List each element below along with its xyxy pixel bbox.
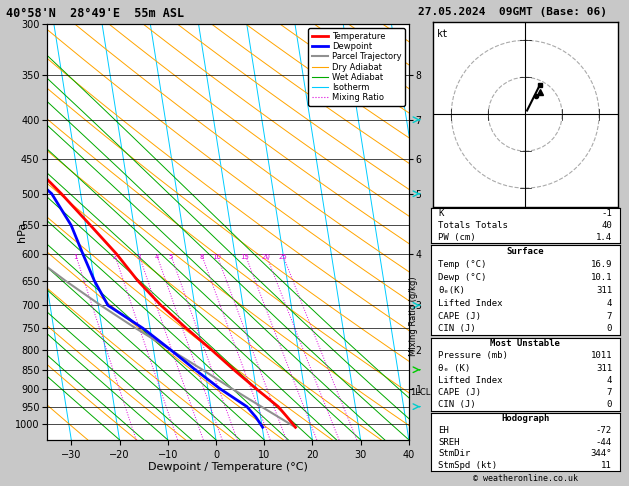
Text: 1: 1 bbox=[73, 254, 78, 260]
X-axis label: Dewpoint / Temperature (°C): Dewpoint / Temperature (°C) bbox=[148, 462, 308, 472]
Text: 20: 20 bbox=[262, 254, 270, 260]
Text: 3: 3 bbox=[136, 254, 141, 260]
Text: Totals Totals: Totals Totals bbox=[438, 221, 508, 230]
Text: 4: 4 bbox=[154, 254, 159, 260]
Legend: Temperature, Dewpoint, Parcel Trajectory, Dry Adiabat, Wet Adiabat, Isotherm, Mi: Temperature, Dewpoint, Parcel Trajectory… bbox=[308, 29, 404, 105]
Text: 4: 4 bbox=[606, 376, 612, 385]
Text: 15: 15 bbox=[241, 254, 250, 260]
Text: Temp (°C): Temp (°C) bbox=[438, 260, 487, 269]
Text: EH: EH bbox=[438, 426, 449, 435]
Text: 0: 0 bbox=[606, 400, 612, 409]
Text: 8: 8 bbox=[199, 254, 204, 260]
Text: Mixing Ratio (g/kg): Mixing Ratio (g/kg) bbox=[409, 276, 418, 356]
Text: Most Unstable: Most Unstable bbox=[490, 339, 560, 348]
Text: 40°58'N  28°49'E  55m ASL: 40°58'N 28°49'E 55m ASL bbox=[6, 7, 184, 20]
Text: Dewp (°C): Dewp (°C) bbox=[438, 273, 487, 282]
Text: SREH: SREH bbox=[438, 438, 460, 447]
Text: 4: 4 bbox=[606, 299, 612, 308]
Text: -72: -72 bbox=[596, 426, 612, 435]
Text: 10.1: 10.1 bbox=[591, 273, 612, 282]
Text: θₑ (K): θₑ (K) bbox=[438, 364, 470, 373]
Text: StmSpd (kt): StmSpd (kt) bbox=[438, 461, 498, 470]
Text: 27.05.2024  09GMT (Base: 06): 27.05.2024 09GMT (Base: 06) bbox=[418, 7, 607, 17]
Text: CIN (J): CIN (J) bbox=[438, 400, 476, 409]
Text: -44: -44 bbox=[596, 438, 612, 447]
Text: 16.9: 16.9 bbox=[591, 260, 612, 269]
Text: kt: kt bbox=[437, 29, 448, 39]
Text: 11: 11 bbox=[601, 461, 612, 470]
Text: PW (cm): PW (cm) bbox=[438, 233, 476, 242]
Text: StmDir: StmDir bbox=[438, 450, 470, 458]
Text: CIN (J): CIN (J) bbox=[438, 325, 476, 333]
Text: 25: 25 bbox=[278, 254, 287, 260]
Text: Surface: Surface bbox=[506, 247, 544, 256]
Text: 2: 2 bbox=[113, 254, 117, 260]
Text: 0: 0 bbox=[606, 325, 612, 333]
Text: K: K bbox=[438, 209, 444, 218]
Text: 311: 311 bbox=[596, 286, 612, 295]
Text: CAPE (J): CAPE (J) bbox=[438, 388, 481, 397]
Text: 1.4: 1.4 bbox=[596, 233, 612, 242]
Text: 311: 311 bbox=[596, 364, 612, 373]
Text: Lifted Index: Lifted Index bbox=[438, 376, 503, 385]
Text: © weatheronline.co.uk: © weatheronline.co.uk bbox=[473, 474, 577, 483]
Text: 5: 5 bbox=[169, 254, 173, 260]
Text: θₑ(K): θₑ(K) bbox=[438, 286, 465, 295]
Text: Pressure (mb): Pressure (mb) bbox=[438, 351, 508, 361]
Text: hPa: hPa bbox=[17, 222, 27, 242]
Text: 7: 7 bbox=[606, 388, 612, 397]
Text: 7: 7 bbox=[606, 312, 612, 321]
Text: 40: 40 bbox=[601, 221, 612, 230]
Text: 1LCL: 1LCL bbox=[410, 388, 431, 397]
Text: 344°: 344° bbox=[591, 450, 612, 458]
Text: 10: 10 bbox=[212, 254, 221, 260]
Text: Lifted Index: Lifted Index bbox=[438, 299, 503, 308]
Text: CAPE (J): CAPE (J) bbox=[438, 312, 481, 321]
Text: -1: -1 bbox=[601, 209, 612, 218]
Y-axis label: km
ASL: km ASL bbox=[435, 221, 454, 243]
Text: 1011: 1011 bbox=[591, 351, 612, 361]
Text: Hodograph: Hodograph bbox=[501, 415, 549, 423]
